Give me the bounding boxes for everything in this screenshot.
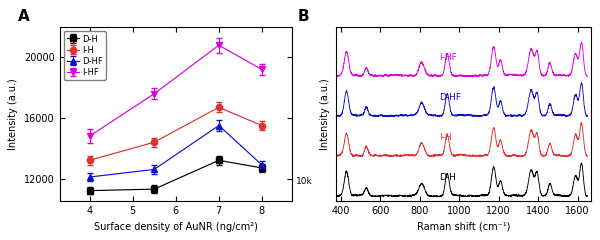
Text: I-HF: I-HF — [439, 53, 457, 62]
X-axis label: Surface density of AuNR (ng/cm²): Surface density of AuNR (ng/cm²) — [94, 222, 257, 232]
Text: I-H: I-H — [439, 133, 452, 142]
Text: 10k: 10k — [296, 177, 313, 186]
X-axis label: Raman shift (cm⁻¹): Raman shift (cm⁻¹) — [417, 222, 510, 232]
Y-axis label: Intensity (a.u.): Intensity (a.u.) — [320, 78, 330, 150]
Y-axis label: Intensity (a.u.): Intensity (a.u.) — [8, 78, 19, 150]
Text: D-HF: D-HF — [439, 93, 461, 102]
Text: D-H: D-H — [439, 174, 456, 182]
Legend: D-H, I-H, D-HF, I-HF: D-H, I-H, D-HF, I-HF — [64, 31, 106, 80]
Text: B: B — [297, 9, 309, 24]
Text: A: A — [17, 9, 29, 24]
